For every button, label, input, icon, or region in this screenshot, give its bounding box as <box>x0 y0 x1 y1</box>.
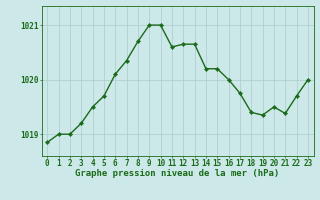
X-axis label: Graphe pression niveau de la mer (hPa): Graphe pression niveau de la mer (hPa) <box>76 169 280 178</box>
